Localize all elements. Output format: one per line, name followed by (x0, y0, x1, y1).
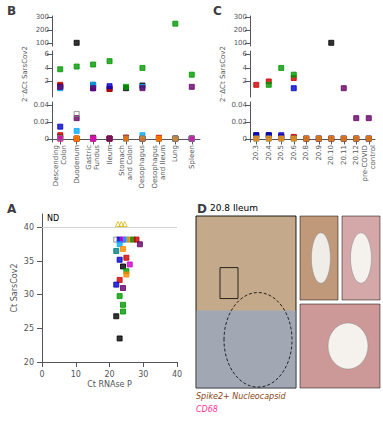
svg-text:100: 100 (36, 39, 49, 47)
svg-text:Ct SarsCov2: Ct SarsCov2 (10, 263, 19, 312)
svg-text:25: 25 (24, 324, 34, 333)
svg-text:Ileum: Ileum (106, 145, 114, 165)
svg-text:20.11: 20.11 (340, 145, 348, 165)
svg-text:4: 4 (45, 64, 50, 72)
svg-text:6: 6 (243, 50, 248, 58)
svg-text:Gastric: Gastric (85, 145, 93, 170)
svg-text:Lung: Lung (171, 145, 179, 162)
svg-text:pre-COVID: pre-COVID (361, 145, 369, 182)
svg-text:Oesophagus: Oesophagus (151, 145, 159, 189)
svg-text:Stomach: Stomach (118, 145, 126, 176)
svg-text:200: 200 (36, 26, 49, 34)
svg-text:20.12: 20.12 (352, 145, 360, 165)
svg-text:300: 300 (234, 13, 247, 21)
svg-text:control: control (369, 145, 377, 169)
svg-text:A: A (7, 202, 17, 216)
svg-text:35: 35 (24, 257, 34, 266)
svg-text:20.6: 20.6 (290, 144, 298, 160)
svg-text:0.04: 0.04 (231, 101, 247, 109)
svg-text:300: 300 (36, 13, 49, 21)
svg-text:40: 40 (24, 223, 34, 232)
svg-text:2⁻ΔCt SarsCov2: 2⁻ΔCt SarsCov2 (219, 46, 227, 102)
svg-text:0.02: 0.02 (231, 118, 247, 126)
svg-text:Duodenum: Duodenum (73, 145, 81, 184)
svg-text:0: 0 (45, 135, 49, 143)
svg-text:30: 30 (138, 370, 148, 379)
svg-text:Spleen: Spleen (188, 145, 196, 169)
svg-text:20.5: 20.5 (277, 145, 285, 161)
svg-text:Oesophagus: Oesophagus (138, 145, 146, 189)
svg-text:2⁻ΔCt SarsCov2: 2⁻ΔCt SarsCov2 (21, 46, 29, 102)
svg-text:40: 40 (172, 370, 182, 379)
svg-text:2: 2 (45, 77, 49, 85)
svg-text:100: 100 (234, 39, 247, 47)
svg-text:Fundus: Fundus (93, 145, 101, 170)
svg-text:20: 20 (24, 358, 34, 367)
svg-text:Descending: Descending (52, 145, 60, 186)
svg-text:0: 0 (243, 135, 247, 143)
svg-text:0.04: 0.04 (33, 101, 49, 109)
svg-text:20.8: 20.8 (302, 145, 310, 161)
svg-text:4: 4 (243, 64, 248, 72)
svg-text:B: B (7, 4, 16, 18)
svg-text:CD68: CD68 (196, 405, 218, 414)
svg-text:and Colon: and Colon (126, 145, 134, 180)
svg-text:20.8 Ileum: 20.8 Ileum (210, 203, 258, 213)
svg-text:D: D (197, 202, 207, 216)
svg-text:Colon: Colon (60, 145, 68, 165)
svg-text:6: 6 (45, 50, 50, 58)
svg-text:Spike2+ Nucleocapsid: Spike2+ Nucleocapsid (196, 392, 287, 401)
svg-text:30: 30 (24, 290, 34, 299)
svg-text:20.10: 20.10 (327, 145, 335, 165)
svg-text:and Ileum: and Ileum (159, 145, 167, 180)
svg-text:200: 200 (234, 26, 247, 34)
svg-text:20.4: 20.4 (265, 144, 273, 160)
svg-text:0.02: 0.02 (33, 118, 49, 126)
svg-text:10: 10 (71, 370, 81, 379)
svg-text:2: 2 (243, 77, 247, 85)
svg-text:20: 20 (104, 370, 114, 379)
svg-text:20.3: 20.3 (252, 145, 260, 161)
svg-text:C: C (213, 4, 222, 18)
svg-text:0: 0 (39, 370, 44, 379)
svg-text:20.9: 20.9 (315, 145, 323, 161)
svg-text:Ct RNAse P: Ct RNAse P (87, 380, 132, 389)
svg-text:ND: ND (47, 214, 59, 223)
